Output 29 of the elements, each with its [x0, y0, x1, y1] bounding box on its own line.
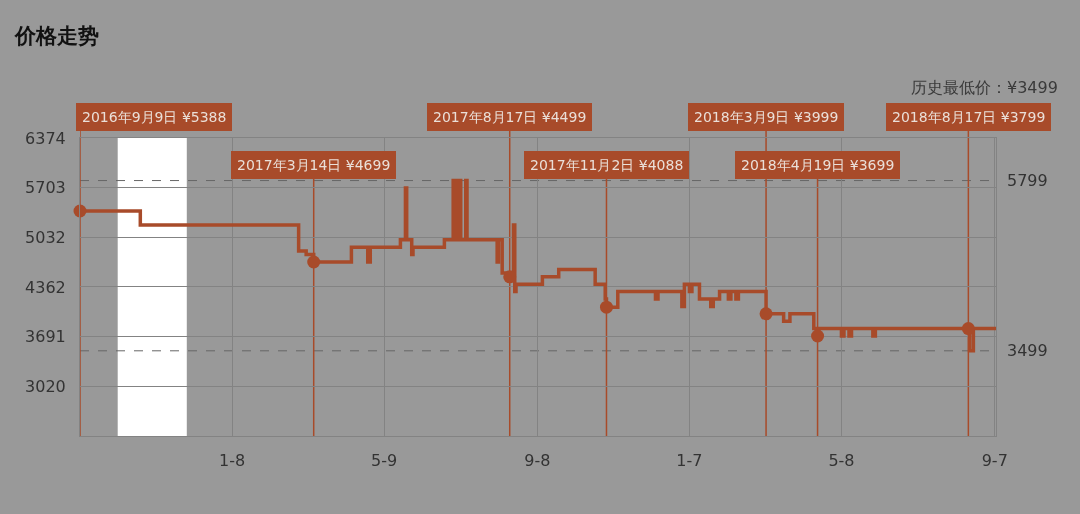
ref-line-label: 2018年4月19日 ¥3699 [741, 157, 895, 173]
text: 历史最低价：¥3499 [911, 78, 1058, 97]
y-tick-label: 3691 [25, 327, 66, 347]
x-tick-label: 9-7 [981, 451, 1008, 471]
ref-line-label: 2016年9月9日 ¥5388 [82, 109, 227, 125]
point [811, 329, 825, 343]
point [599, 300, 613, 314]
y-tick-label: 4362 [25, 277, 66, 297]
x-tick-label: 9-8 [524, 451, 551, 471]
ref-line-label: 2017年3月14日 ¥4699 [237, 157, 391, 173]
point [759, 307, 773, 321]
y-tick-label: 5703 [25, 178, 66, 198]
y-tick-label: 6374 [25, 128, 66, 148]
x-tick-label: 1-8 [218, 451, 246, 471]
x-tick-label: 1-7 [676, 451, 703, 471]
point [503, 270, 517, 284]
ref-line-label: 3499 [1007, 341, 1048, 360]
chart-title: 价格走势 [14, 24, 99, 49]
ref-line-label: 5799 [1007, 171, 1048, 190]
ref-line-label: 2017年8月17日 ¥4499 [433, 109, 587, 125]
point [307, 255, 321, 269]
x-tick-label: 5-8 [828, 451, 855, 471]
x-tick-label: 5-9 [371, 451, 398, 471]
ref-line-label: 2018年3月9日 ¥3999 [694, 109, 839, 125]
y-tick-label: 3020 [25, 376, 66, 396]
point [961, 322, 975, 336]
ref-line-label: 2017年11月2日 ¥4088 [530, 157, 684, 173]
ref-line-label: 2018年8月17日 ¥3799 [892, 109, 1046, 125]
y-tick-label: 5032 [25, 227, 66, 247]
